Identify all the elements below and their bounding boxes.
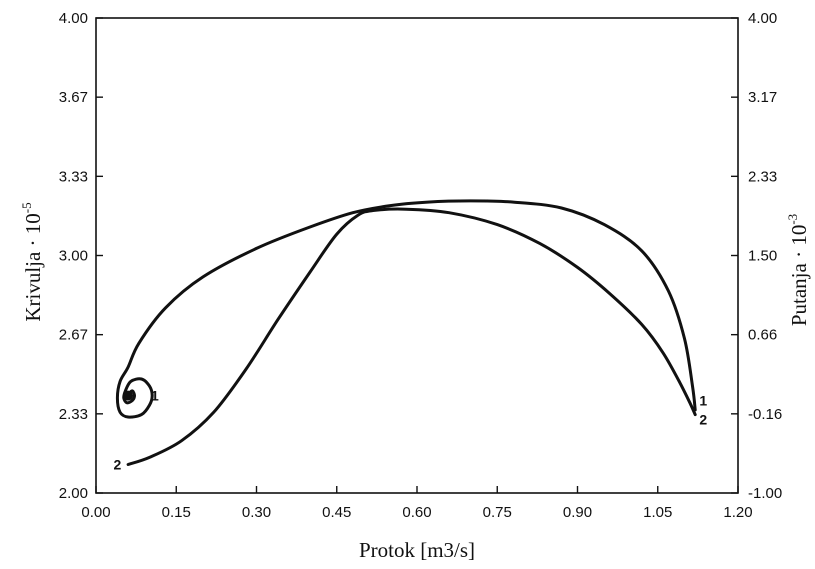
tick-marks — [95, 17, 739, 494]
y-axis-multiplier: · 10 — [21, 213, 45, 252]
y-tick-label: 2.67 — [59, 327, 88, 344]
x-tick-label: 1.05 — [643, 504, 672, 521]
series-line-2 — [126, 207, 697, 466]
y-tick-label: 3.00 — [59, 248, 88, 265]
y2-tick-label: 2.33 — [748, 168, 777, 185]
y-axis-title: Krivulja — [21, 251, 45, 322]
x-axis-title: Protok [m3/s] — [359, 538, 475, 562]
curve-label: 2 — [114, 457, 122, 473]
y-axis-title-group: Krivulja · 10-5 — [19, 202, 45, 321]
y2-axis-multiplier: · 10 — [787, 225, 811, 264]
y-tick-label: 3.67 — [59, 89, 88, 106]
curve-annotations: 1 2 1 2 — [114, 388, 708, 473]
y-axis-exponent: -5 — [19, 202, 34, 213]
y-tick-label: 2.33 — [59, 406, 88, 423]
y2-tick-label: 1.50 — [748, 248, 777, 265]
y2-tick-label: -1.00 — [748, 485, 782, 502]
x-tick-label: 0.15 — [162, 504, 191, 521]
y-axis-title-text: Krivulja · 10-5 — [19, 202, 45, 321]
x-tick-label: 0.75 — [483, 504, 512, 521]
y-tick-labels: 2.00 2.33 2.67 3.00 3.33 3.67 4.00 — [59, 10, 88, 502]
y2-tick-label: 3.17 — [748, 89, 777, 106]
y2-axis-exponent: -3 — [785, 214, 800, 225]
curve-label: 2 — [699, 411, 707, 427]
x-tick-labels: 0.00 0.15 0.30 0.45 0.60 0.75 0.90 1.05 1.20 — [81, 504, 752, 521]
spiral-core — [123, 390, 134, 401]
y2-axis-title: Putanja — [787, 263, 811, 327]
x-tick-label: 0.45 — [322, 504, 351, 521]
y2-tick-label: 4.00 — [748, 10, 777, 27]
y2-tick-label: 0.66 — [748, 327, 777, 344]
x-tick-label: 0.30 — [242, 504, 271, 521]
series-line-1 — [115, 199, 697, 419]
y2-axis-title-group: Putanja · 10-3 — [785, 214, 811, 326]
y2-tick-label: -0.16 — [748, 406, 782, 423]
plot-frame — [95, 17, 739, 494]
y-tick-label: 3.33 — [59, 168, 88, 185]
y-tick-label: 4.00 — [59, 10, 88, 27]
y2-tick-labels: -1.00 -0.16 0.66 1.50 2.33 3.17 4.00 — [748, 10, 782, 502]
x-tick-label: 0.00 — [81, 504, 110, 521]
curve-label: 1 — [151, 388, 159, 404]
x-tick-label: 0.60 — [402, 504, 431, 521]
curve-label: 1 — [699, 392, 707, 408]
y-tick-label: 2.00 — [59, 485, 88, 502]
curves — [115, 199, 697, 466]
y2-axis-title-text: Putanja · 10-3 — [785, 214, 811, 326]
x-tick-label: 1.20 — [723, 504, 752, 521]
x-tick-label: 0.90 — [563, 504, 592, 521]
